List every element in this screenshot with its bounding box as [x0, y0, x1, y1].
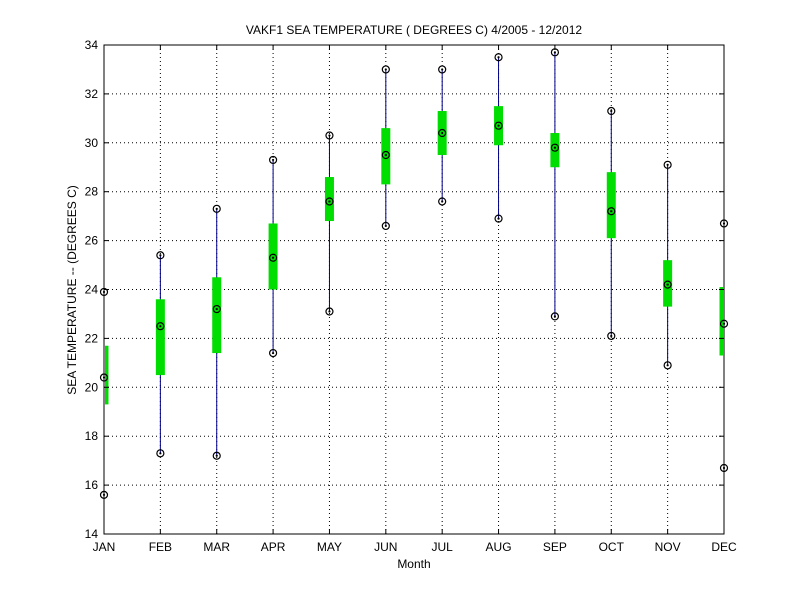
y-tick-label: 26: [85, 234, 99, 248]
x-axis-label: Month: [397, 557, 430, 571]
max-marker-feb: [156, 251, 165, 260]
box-may: [324, 177, 334, 222]
median-dot-apr: [271, 256, 275, 259]
box-nov: [663, 260, 673, 307]
median-dot-oct: [610, 210, 613, 213]
x-tick-label: OCT: [599, 540, 625, 554]
min-marker-mar: [212, 451, 221, 460]
median-dot-mar: [215, 307, 218, 311]
min-dot-jul: [441, 200, 444, 203]
y-tick-label: 30: [85, 136, 99, 150]
min-marker-oct: [607, 331, 616, 341]
x-tick-label: DEC: [711, 540, 737, 554]
max-dot-sep: [553, 51, 557, 54]
max-dot-feb: [159, 254, 162, 257]
median-marker-jun: [381, 150, 390, 160]
median-marker-jul: [438, 128, 447, 138]
median-marker-feb: [156, 322, 165, 331]
median-marker-may: [325, 197, 334, 206]
max-marker-apr: [268, 155, 278, 165]
y-axis-label: SEA TEMPERATURE -- (DEGREES C): [65, 185, 79, 395]
median-dot-jul: [441, 131, 444, 135]
min-marker-jul: [438, 197, 447, 206]
y-tick-label: 16: [85, 478, 99, 492]
min-dot-aug: [497, 217, 500, 220]
x-tick-label: JAN: [93, 540, 116, 554]
y-tick-label: 28: [85, 185, 99, 199]
y-tick-label: 22: [85, 331, 99, 345]
min-dot-mar: [215, 454, 218, 457]
box-sep: [550, 133, 560, 168]
x-tick-label: MAY: [317, 540, 342, 554]
max-dot-nov: [666, 163, 669, 166]
chart-title: VAKF1 SEA TEMPERATURE ( DEGREES C) 4/200…: [246, 23, 582, 37]
min-dot-oct: [610, 334, 613, 338]
x-tick-label: MAR: [203, 540, 230, 554]
max-dot-jun: [384, 68, 387, 71]
max-dot-may: [328, 134, 331, 137]
median-dot-nov: [666, 283, 669, 286]
max-marker-oct: [607, 106, 616, 116]
min-dot-jun: [384, 224, 387, 228]
median-dot-aug: [497, 124, 500, 127]
min-marker-feb: [156, 449, 165, 458]
box-mar: [212, 277, 222, 354]
max-dot-apr: [271, 158, 275, 162]
min-marker-sep: [550, 312, 560, 321]
min-dot-nov: [666, 364, 669, 367]
max-marker-may: [325, 131, 334, 140]
min-marker-apr: [268, 348, 278, 358]
x-tick-label: FEB: [149, 540, 172, 554]
min-marker-jun: [381, 221, 390, 231]
median-marker-mar: [212, 304, 221, 314]
box-jun: [381, 128, 391, 185]
y-tick-label: 34: [85, 38, 99, 52]
y-tick-label: 18: [85, 429, 99, 443]
max-marker-jul: [438, 65, 447, 74]
median-dot-jun: [384, 153, 387, 157]
min-dot-sep: [553, 315, 557, 318]
min-dot-may: [328, 310, 331, 313]
y-tick-label: 14: [85, 527, 99, 541]
x-tick-label: JUN: [374, 540, 397, 554]
x-tick-label: JUL: [432, 540, 454, 554]
min-marker-aug: [494, 214, 503, 223]
box-oct: [606, 172, 616, 239]
median-marker-sep: [550, 143, 560, 152]
y-tick-label: 20: [85, 380, 99, 394]
max-dot-aug: [497, 56, 500, 59]
box-feb: [155, 299, 165, 376]
y-tick-label: 32: [85, 87, 99, 101]
x-tick-label: SEP: [543, 540, 567, 554]
median-dot-may: [328, 200, 331, 203]
median-marker-aug: [494, 121, 503, 130]
median-marker-apr: [268, 253, 278, 262]
x-tick-label: AUG: [486, 540, 512, 554]
max-marker-nov: [663, 160, 672, 169]
box-apr: [268, 223, 278, 290]
max-dot-oct: [610, 109, 613, 113]
median-marker-oct: [607, 207, 616, 216]
median-dot-sep: [553, 146, 557, 149]
median-marker-nov: [663, 280, 672, 289]
median-dot-feb: [159, 325, 162, 328]
max-dot-mar: [215, 207, 218, 210]
ticks: JAN FEB MAR APR MAY JUN JUL AUG SEP OCT NOV DEC 14 16…: [85, 38, 737, 554]
min-marker-nov: [663, 361, 672, 370]
min-marker-may: [325, 307, 334, 316]
x-tick-label: APR: [261, 540, 286, 554]
max-marker-mar: [212, 204, 221, 213]
max-dot-jul: [441, 68, 444, 71]
min-dot-apr: [271, 351, 275, 355]
x-tick-label: NOV: [655, 540, 681, 554]
max-marker-jun: [381, 65, 390, 74]
y-tick-label: 24: [85, 283, 99, 297]
max-marker-aug: [494, 53, 503, 62]
min-dot-feb: [159, 452, 162, 455]
